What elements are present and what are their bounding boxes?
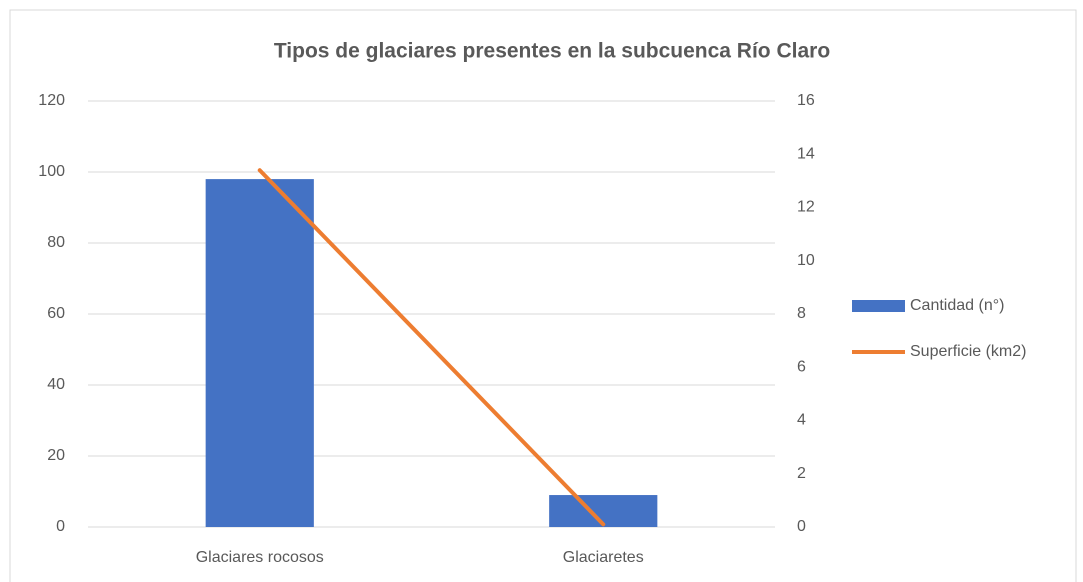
chart-frame [9,9,1077,582]
y-tick-label: 100 [38,163,65,180]
legend-swatch [852,300,905,312]
x-tick-label: Glaciaretes [563,549,644,566]
y2-tick-label: 4 [797,412,806,429]
y-tick-label: 20 [47,447,65,464]
bar [205,179,314,527]
chart-title: Tipos de glaciares presentes en la subcu… [274,40,830,63]
y-tick-label: 80 [47,234,65,251]
x-tick-label: Glaciares rocosos [196,549,324,566]
y2-tick-label: 2 [797,465,806,482]
y2-tick-label: 8 [797,305,806,322]
legend-label: Cantidad (n°) [910,297,1004,314]
legend-label: Superficie (km2) [910,343,1026,360]
y2-tick-label: 10 [797,252,815,269]
y-tick-label: 60 [47,305,65,322]
y2-tick-label: 14 [797,145,815,162]
y-tick-label: 0 [56,518,65,535]
y2-tick-label: 16 [797,92,815,109]
y2-tick-label: 6 [797,358,806,375]
y-tick-label: 120 [38,92,65,109]
y2-tick-label: 12 [797,199,815,216]
line [257,168,606,527]
y2-tick-label: 0 [797,518,806,535]
y-tick-label: 40 [47,376,65,393]
